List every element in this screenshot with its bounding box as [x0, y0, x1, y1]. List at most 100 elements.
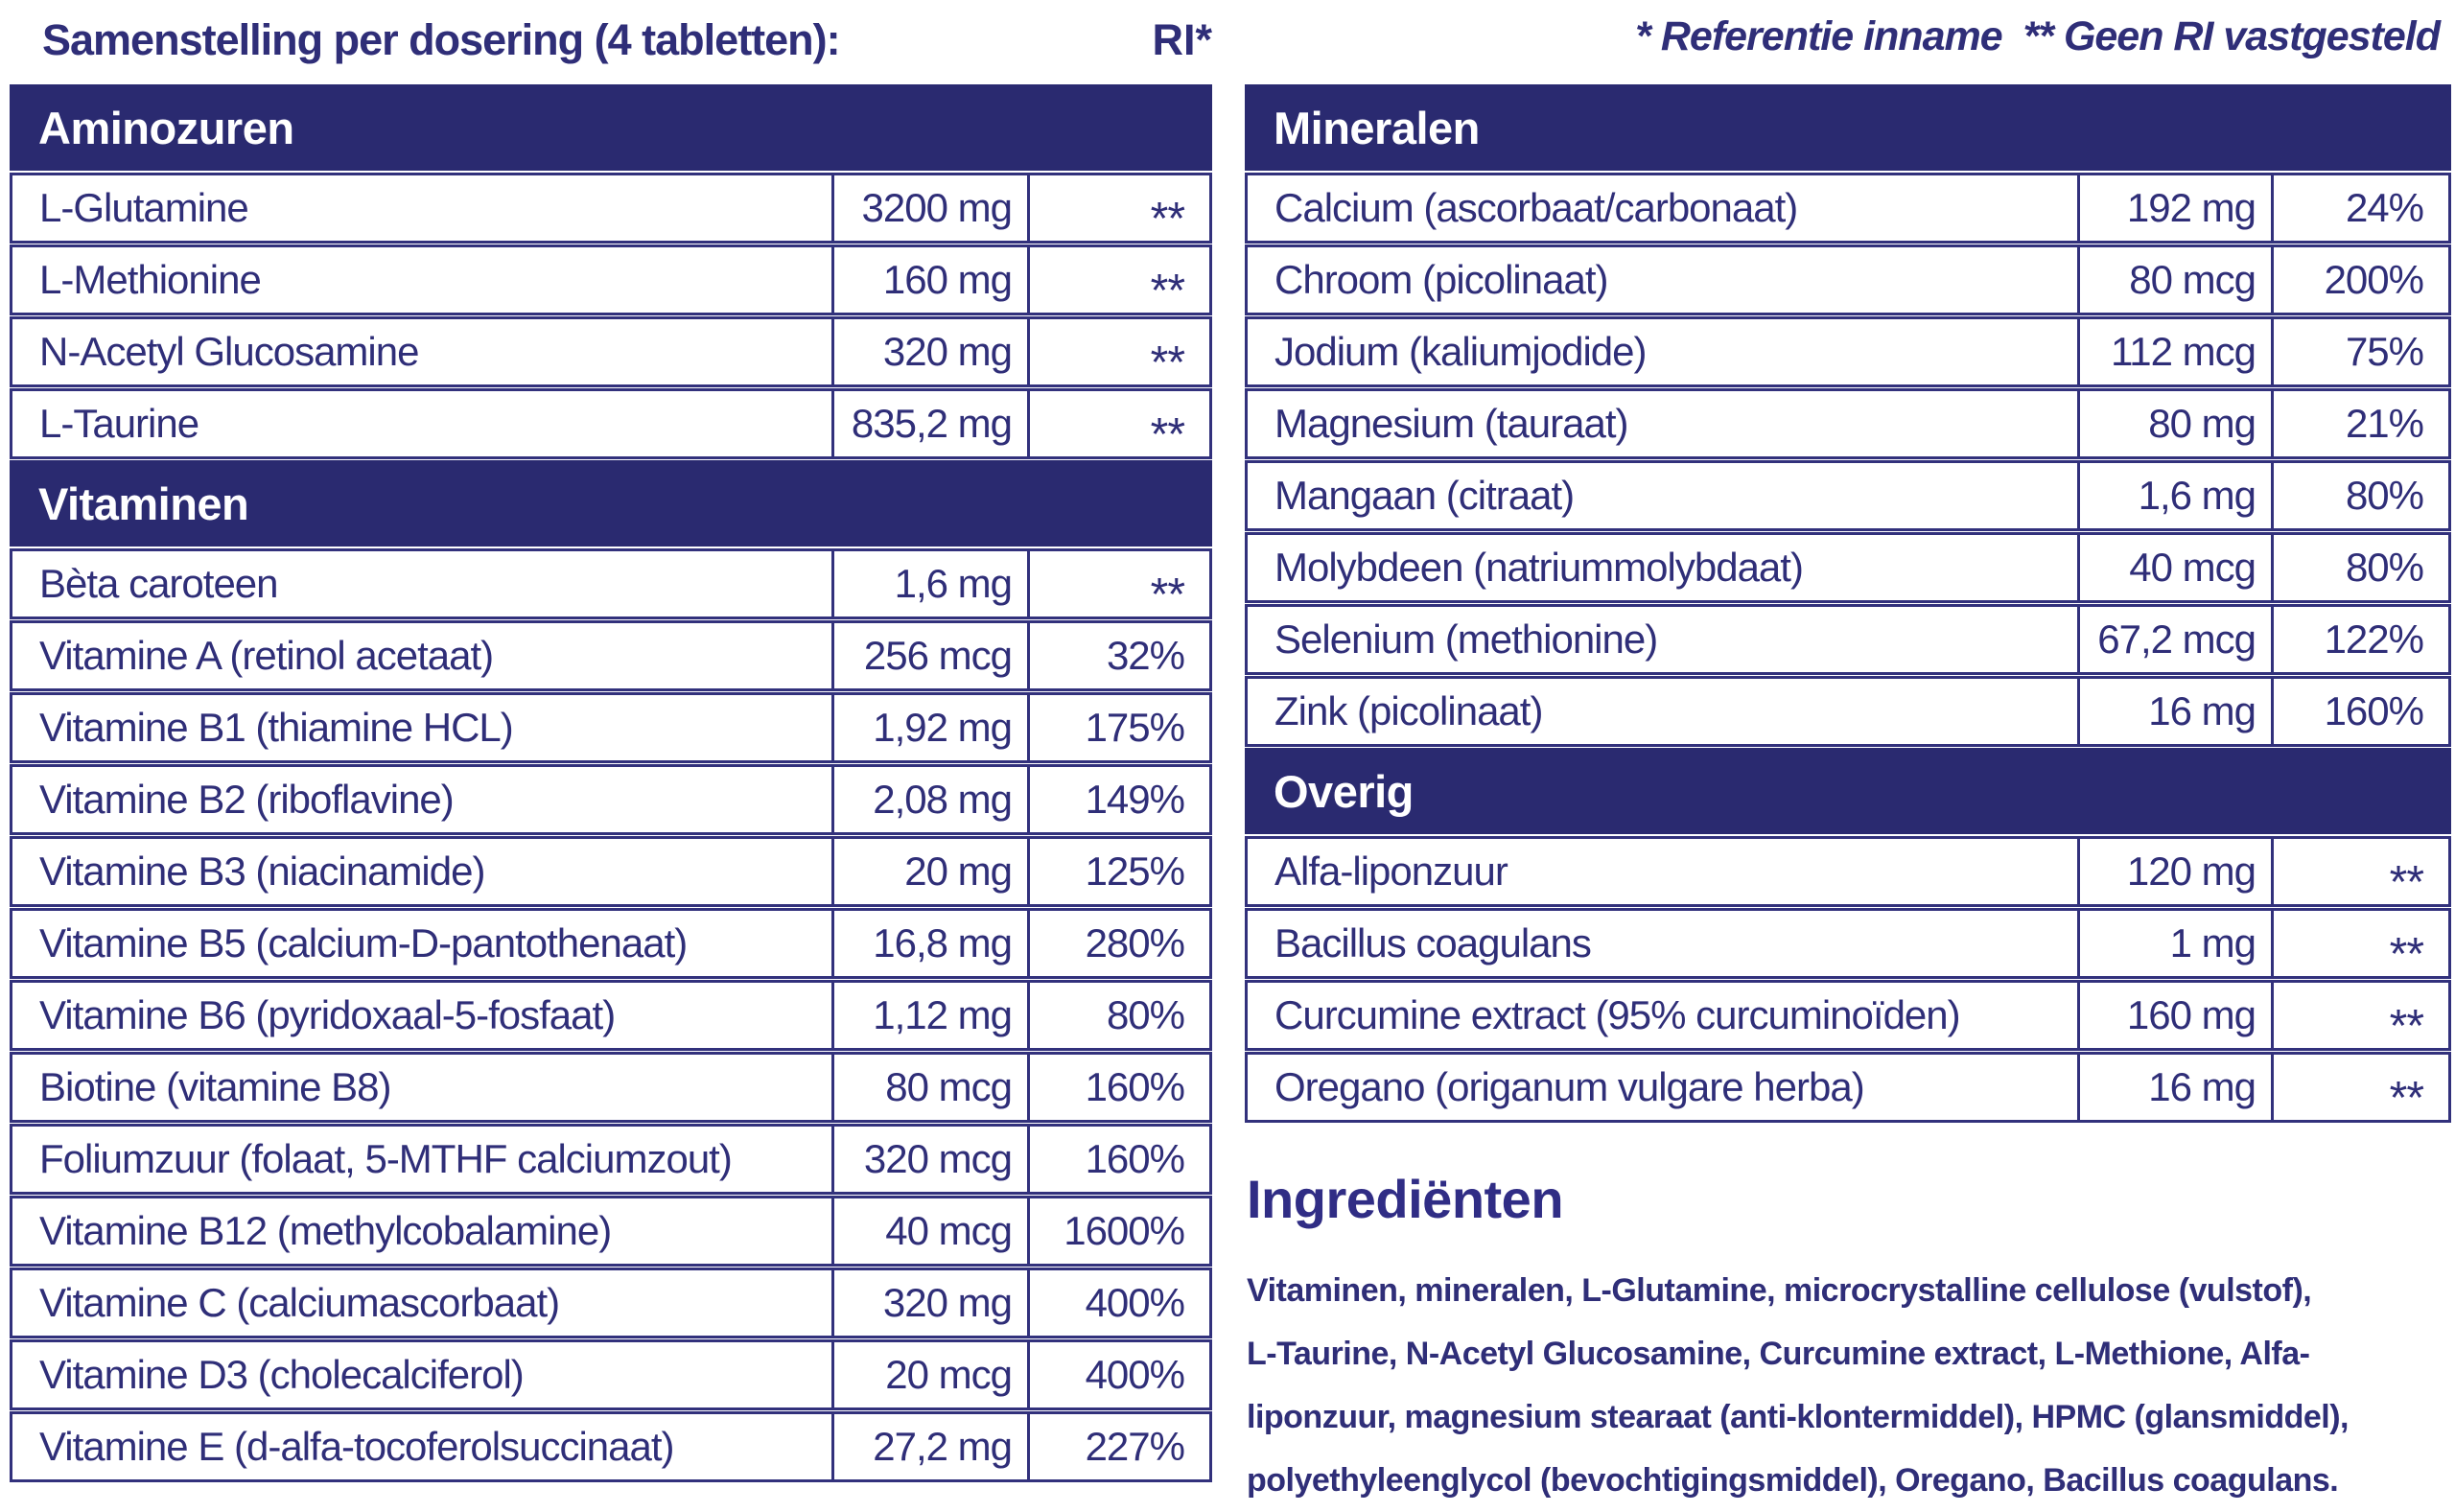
table-row: Curcumine extract (95% curcuminoïden) 16…	[1245, 980, 2451, 1051]
nutrient-name: Molybdeen (natriummolybdaat)	[1274, 545, 1804, 590]
nutrient-ri: **	[1027, 247, 1209, 313]
nutrient-ri: 122%	[2271, 607, 2448, 672]
composition-table-left: Aminozuren L-Glutamine 3200 mg ** L-Meth…	[10, 84, 1212, 1483]
nutrient-ri: 227%	[1027, 1414, 1209, 1479]
section-header-aminozuren: Aminozuren	[10, 84, 1212, 171]
nutrient-amount: 112 mcg	[2077, 319, 2271, 384]
table-row: Vitamine A (retinol acetaat) 256 mcg 32%	[10, 620, 1212, 691]
nutrient-name: N-Acetyl Glucosamine	[39, 329, 419, 374]
table-row: Magnesium (tauraat) 80 mg 21%	[1245, 388, 2451, 459]
nutrient-name: Vitamine B1 (thiamine HCL)	[39, 705, 514, 750]
nutrient-amount: 20 mg	[831, 839, 1027, 904]
nutrient-name: L-Glutamine	[39, 185, 249, 230]
nutrient-name: Jodium (kaliumjodide)	[1274, 329, 1648, 374]
nutrient-ri: 75%	[2271, 319, 2448, 384]
nutrient-amount: 27,2 mg	[831, 1414, 1027, 1479]
table-row: Biotine (vitamine B8) 80 mcg 160%	[10, 1052, 1212, 1123]
nutrient-name: Selenium (methionine)	[1274, 616, 1658, 662]
nutrient-name: Biotine (vitamine B8)	[39, 1064, 392, 1109]
nutrient-name: Vitamine E (d-alfa-tocoferolsuccinaat)	[39, 1424, 675, 1469]
nutrient-name: Curcumine extract (95% curcuminoïden)	[1274, 992, 1961, 1037]
nutrient-amount: 256 mcg	[831, 623, 1027, 688]
table-row: Zink (picolinaat) 16 mg 160%	[1245, 676, 2451, 747]
table-row: N-Acetyl Glucosamine 320 mg **	[10, 316, 1212, 387]
table-row: Bacillus coagulans 1 mg **	[1245, 908, 2451, 979]
nutrient-ri: 200%	[2271, 247, 2448, 313]
nutrient-ri: **	[1027, 175, 1209, 241]
nutrient-ri: **	[2271, 983, 2448, 1048]
section-header-vitaminen: Vitaminen	[10, 460, 1212, 547]
nutrient-name: Vitamine B12 (methylcobalamine)	[39, 1208, 612, 1253]
nutrient-amount: 20 mcg	[831, 1342, 1027, 1407]
nutrient-ri: **	[1027, 319, 1209, 384]
nutrient-amount: 16,8 mg	[831, 911, 1027, 976]
nutrient-ri: 80%	[2271, 463, 2448, 528]
table-row: Vitamine B6 (pyridoxaal-5-fosfaat) 1,12 …	[10, 980, 1212, 1051]
nutrient-ri: 80%	[2271, 535, 2448, 600]
table-row: Foliumzuur (folaat, 5-MTHF calciumzout) …	[10, 1124, 1212, 1195]
nutrient-ri: 160%	[1027, 1055, 1209, 1120]
nutrient-name: Foliumzuur (folaat, 5-MTHF calciumzout)	[39, 1136, 733, 1181]
reference-intake-legend: * Referentie inname ** Geen RI vastgeste…	[1635, 13, 2441, 59]
section-header-mineralen: Mineralen	[1245, 84, 2451, 171]
page-title: Samenstelling per dosering (4 tabletten)…	[42, 15, 841, 64]
nutrient-name: Calcium (ascorbaat/carbonaat)	[1274, 185, 1798, 230]
nutrient-name: Vitamine B3 (niacinamide)	[39, 849, 485, 894]
nutrient-amount: 2,08 mg	[831, 767, 1027, 832]
nutrient-name: Bèta caroteen	[39, 561, 279, 606]
table-row: Bèta caroteen 1,6 mg **	[10, 548, 1212, 619]
nutrient-name: Vitamine A (retinol acetaat)	[39, 633, 494, 678]
table-row: Vitamine C (calciumascorbaat) 320 mg 400…	[10, 1268, 1212, 1338]
nutrient-amount: 320 mg	[831, 1270, 1027, 1336]
nutrient-ri: 24%	[2271, 175, 2448, 241]
nutrient-ri: 21%	[2271, 391, 2448, 456]
table-row: Alfa-liponzuur 120 mg **	[1245, 836, 2451, 907]
nutrient-ri: 175%	[1027, 695, 1209, 760]
nutrient-name: Vitamine B6 (pyridoxaal-5-fosfaat)	[39, 992, 616, 1037]
nutrient-amount: 160 mg	[831, 247, 1027, 313]
nutrient-name: Mangaan (citraat)	[1274, 473, 1575, 518]
nutrient-amount: 80 mcg	[831, 1055, 1027, 1120]
nutrient-ri: **	[1027, 391, 1209, 456]
table-row: Vitamine B2 (riboflavine) 2,08 mg 149%	[10, 764, 1212, 835]
nutrient-ri: 280%	[1027, 911, 1209, 976]
ingredients-heading: Ingrediënten	[1247, 1169, 1564, 1229]
nutrient-name: Chroom (picolinaat)	[1274, 257, 1608, 302]
nutrient-ri: **	[2271, 1055, 2448, 1120]
nutrient-amount: 67,2 mcg	[2077, 607, 2271, 672]
table-row: L-Methionine 160 mg **	[10, 244, 1212, 315]
nutrient-ri: **	[1027, 551, 1209, 616]
table-row: L-Taurine 835,2 mg **	[10, 388, 1212, 459]
table-row: Vitamine B3 (niacinamide) 20 mg 125%	[10, 836, 1212, 907]
nutrient-amount: 1 mg	[2077, 911, 2271, 976]
table-row: Vitamine B1 (thiamine HCL) 1,92 mg 175%	[10, 692, 1212, 763]
nutrient-name: L-Methionine	[39, 257, 262, 302]
nutrient-name: L-Taurine	[39, 401, 199, 446]
nutrient-ri: 400%	[1027, 1270, 1209, 1336]
table-row: Oregano (origanum vulgare herba) 16 mg *…	[1245, 1052, 2451, 1123]
nutrient-name: Magnesium (tauraat)	[1274, 401, 1629, 446]
nutrient-ri: 160%	[2271, 679, 2448, 744]
nutrient-name: Bacillus coagulans	[1274, 920, 1592, 965]
nutrient-name: Alfa-liponzuur	[1274, 849, 1508, 894]
nutrient-amount: 160 mg	[2077, 983, 2271, 1048]
nutrient-amount: 80 mg	[2077, 391, 2271, 456]
table-row: Vitamine B12 (methylcobalamine) 40 mcg 1…	[10, 1196, 1212, 1267]
nutrient-name: Oregano (origanum vulgare herba)	[1274, 1064, 1865, 1109]
nutrient-amount: 835,2 mg	[831, 391, 1027, 456]
nutrient-ri: 149%	[1027, 767, 1209, 832]
nutrient-amount: 320 mg	[831, 319, 1027, 384]
table-row: Chroom (picolinaat) 80 mcg 200%	[1245, 244, 2451, 315]
nutrient-ri: 80%	[1027, 983, 1209, 1048]
ingredients-line: polyethyleenglycol (bevochtigingsmiddel)…	[1247, 1462, 2339, 1499]
ri-column-header: RI*	[1152, 15, 1212, 64]
table-row: Vitamine B5 (calcium-D-pantothenaat) 16,…	[10, 908, 1212, 979]
nutrient-amount: 80 mcg	[2077, 247, 2271, 313]
nutrient-name: Vitamine C (calciumascorbaat)	[39, 1280, 560, 1325]
nutrient-amount: 16 mg	[2077, 679, 2271, 744]
composition-table-right: Mineralen Calcium (ascorbaat/carbonaat) …	[1245, 84, 2451, 1124]
table-row: Jodium (kaliumjodide) 112 mcg 75%	[1245, 316, 2451, 387]
table-row: Vitamine E (d-alfa-tocoferolsuccinaat) 2…	[10, 1411, 1212, 1482]
nutrient-ri: 400%	[1027, 1342, 1209, 1407]
nutrient-amount: 192 mg	[2077, 175, 2271, 241]
